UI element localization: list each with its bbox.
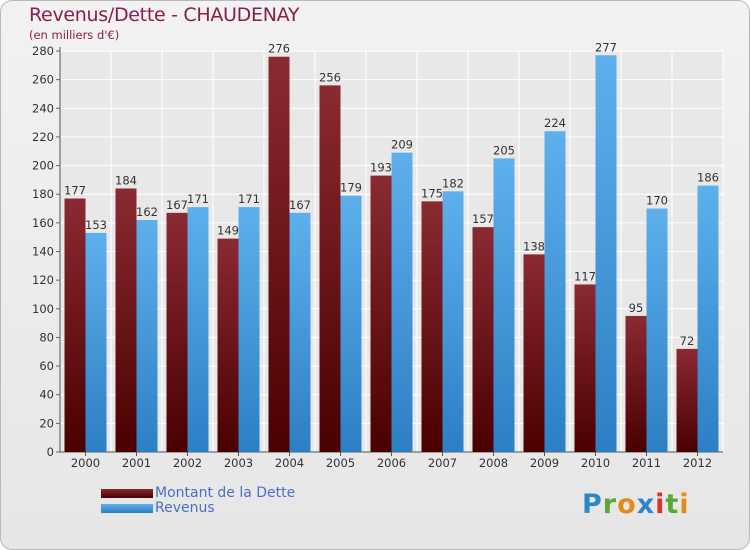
bar-dette [421,201,443,452]
y-tick-label: 180 [32,187,54,201]
bar-revenus [85,232,107,452]
bar-dette [574,284,596,452]
data-label-revenus: 209 [391,138,413,152]
y-tick-label: 20 [39,416,54,430]
data-label-dette: 72 [680,334,695,348]
data-label-revenus: 277 [595,40,617,54]
bar-dette [115,188,137,452]
data-label-dette: 193 [370,161,392,175]
data-label-revenus: 162 [136,205,158,219]
bar-revenus [544,131,566,452]
x-tick-label: 2005 [326,456,355,470]
data-label-dette: 95 [629,301,644,315]
bar-revenus [697,185,719,452]
y-tick-label: 80 [39,330,54,344]
data-label-dette: 175 [421,186,443,200]
logo-letter: t [665,489,680,520]
y-tick-label: 220 [32,130,54,144]
bar-revenus [442,191,464,452]
legend-swatch-dette [101,489,153,498]
logo-letter: o [617,489,637,520]
y-tick-label: 60 [39,359,54,373]
bar-revenus [136,219,158,452]
bar-dette [268,56,290,452]
legend-label-dette: Montant de la Dette [155,485,296,501]
bar-revenus [289,212,311,452]
y-tick-label: 120 [32,273,54,287]
data-label-revenus: 224 [544,116,566,130]
bar-revenus [238,207,260,452]
x-tick-label: 2001 [122,456,151,470]
data-label-dette: 157 [472,212,494,226]
proxiti-logo: Proxiti [582,489,690,520]
x-tick-label: 2004 [275,456,304,470]
bar-dette [625,315,647,452]
data-label-revenus: 170 [646,194,668,208]
y-tick-label: 260 [32,73,54,87]
x-tick-label: 2006 [377,456,406,470]
logo-letter: r [602,489,618,520]
bar-revenus [595,55,617,453]
data-label-dette: 256 [319,70,341,84]
x-tick-label: 2011 [632,456,661,470]
bar-dette [676,348,698,452]
data-label-revenus: 153 [85,218,107,232]
x-tick-label: 2012 [683,456,712,470]
bar-revenus [493,158,515,453]
data-label-dette: 149 [217,224,239,238]
bar-dette [319,85,341,452]
bar-dette [523,254,545,452]
data-label-dette: 276 [268,42,290,56]
data-label-revenus: 167 [289,198,311,212]
x-tick-label: 2000 [71,456,100,470]
data-label-revenus: 182 [442,176,464,190]
chart-subtitle: (en milliers d'€) [29,28,120,42]
logo-letter: x [636,489,656,520]
data-label-revenus: 205 [493,143,515,157]
data-label-dette: 138 [523,239,545,253]
bar-dette [64,198,86,452]
data-label-revenus: 171 [238,192,260,206]
x-tick-label: 2002 [173,456,202,470]
legend-item-dette: Montant de la Dette [101,486,295,501]
data-label-dette: 177 [64,184,86,198]
legend-label-revenus: Revenus [155,500,215,516]
x-tick-label: 2008 [479,456,508,470]
chart-title: Revenus/Dette - CHAUDENAY [29,4,300,26]
bar-revenus [340,195,362,452]
data-label-dette: 117 [574,269,596,283]
x-tick-label: 2007 [428,456,457,470]
y-tick-label: 160 [32,216,54,230]
data-label-revenus: 186 [697,171,719,185]
bar-dette [166,212,188,452]
y-tick-label: 40 [39,388,54,402]
y-tick-label: 280 [32,44,54,58]
data-label-revenus: 179 [340,181,362,195]
bar-dette [472,227,494,452]
y-tick-label: 140 [32,245,54,259]
bar-revenus [391,152,413,453]
data-label-revenus: 171 [187,192,209,206]
data-label-dette: 167 [166,198,188,212]
y-tick-label: 200 [32,159,54,173]
logo-letter: i [655,489,666,520]
legend-item-revenus: Revenus [101,501,295,516]
y-tick-label: 240 [32,101,54,115]
logo-letter: P [582,489,603,520]
data-label-dette: 184 [115,173,137,187]
legend: Montant de la Dette Revenus [101,486,295,516]
bar-revenus [646,208,668,452]
x-tick-label: 2009 [530,456,559,470]
bar-revenus [187,207,209,452]
bar-dette [217,238,239,452]
bar-dette [370,175,392,452]
logo-letter: i [679,489,690,520]
x-tick-label: 2010 [581,456,610,470]
x-tick-label: 2003 [224,456,253,470]
y-tick-label: 100 [32,302,54,316]
legend-swatch-revenus [101,504,153,513]
y-tick-label: 0 [47,445,54,459]
